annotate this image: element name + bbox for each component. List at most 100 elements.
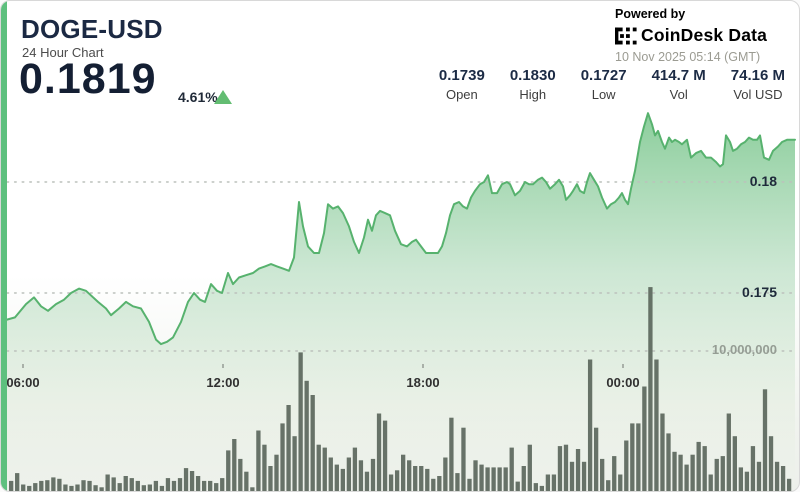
- volume-bar: [394, 470, 400, 491]
- up-arrow-icon: [214, 90, 232, 104]
- volume-bar: [630, 423, 635, 491]
- brand-name: CoinDesk Data: [641, 25, 768, 45]
- volume-bar: [587, 359, 593, 491]
- y-axis-label-018: 0.18: [749, 173, 777, 189]
- volume-bar: [177, 478, 183, 491]
- volume-bar: [153, 480, 159, 491]
- volume-bar: [654, 359, 659, 491]
- volume-bar: [310, 395, 315, 491]
- volume-bar: [563, 444, 569, 491]
- volume-bar: [509, 447, 514, 491]
- volume-bar: [195, 476, 201, 491]
- volume-bar: [382, 420, 388, 491]
- volume-bar: [256, 430, 261, 491]
- volume-bar: [358, 460, 364, 491]
- volume-bar: [708, 474, 713, 491]
- volume-bar: [575, 449, 581, 491]
- volume-bar: [473, 460, 478, 491]
- volume-bar: [165, 478, 171, 491]
- volume-bar: [39, 480, 44, 491]
- volume-bar: [756, 461, 762, 491]
- volume-bar: [738, 467, 744, 491]
- volume-bar: [750, 446, 756, 491]
- stats-row: 0.1739 Open 0.1830 High 0.1727 Low 414.7…: [439, 67, 785, 102]
- volume-bar: [147, 484, 153, 491]
- volume-bar: [455, 473, 460, 491]
- volume-bar: [612, 456, 617, 491]
- coindesk-logo-icon: [615, 27, 637, 44]
- volume-bar: [467, 478, 472, 491]
- volume-bar: [636, 423, 641, 491]
- volume-bar: [226, 450, 231, 491]
- volume-bar: [624, 440, 629, 491]
- volume-bar: [533, 483, 538, 491]
- gridlines: [6, 181, 796, 352]
- stat-low-value: 0.1727: [580, 67, 627, 84]
- volume-bar: [322, 447, 327, 491]
- volume-bar: [401, 454, 406, 491]
- x-axis-label-1800: 18:00: [406, 375, 440, 390]
- volume-bar: [105, 474, 110, 491]
- volume-bar: [690, 454, 695, 491]
- volume-bar: [714, 458, 719, 491]
- volume-bar: [557, 446, 563, 491]
- current-price: 0.1819: [19, 55, 157, 103]
- volume-bar: [334, 464, 339, 491]
- volume-bar: [660, 413, 665, 491]
- volume-bar: [437, 476, 442, 491]
- powered-by-block: Powered by CoinDesk Data 10 Nov 2025 05:…: [615, 7, 781, 64]
- stat-open-label: Open: [445, 87, 478, 102]
- volume-bar: [250, 487, 255, 491]
- volume-bar: [9, 480, 14, 491]
- volume-bar: [262, 444, 267, 491]
- x-axis-label-1200: 12:00: [206, 375, 240, 390]
- volume-bar: [214, 483, 219, 491]
- volume-bar: [744, 471, 750, 491]
- x-axis-ticks: [22, 364, 624, 368]
- volume-bar: [208, 480, 213, 491]
- volume-bar: [135, 480, 140, 491]
- volume-bar: [726, 413, 731, 491]
- stat-low-label: Low: [591, 87, 616, 102]
- volume-bar: [286, 405, 291, 491]
- stat-low: 0.1727 Low: [581, 67, 627, 102]
- volume-bar: [515, 481, 520, 491]
- volume-bar: [189, 471, 195, 491]
- volume-bar: [413, 466, 418, 491]
- accent-stripe: [1, 1, 7, 491]
- volume-bar: [87, 480, 92, 491]
- volume-bar: [666, 433, 671, 491]
- price-line: [6, 112, 796, 346]
- volume-bar: [786, 478, 792, 491]
- volume-bar: [15, 473, 20, 491]
- volume-bar: [593, 427, 599, 491]
- volume-bar: [443, 457, 448, 491]
- volume-bar: [298, 352, 303, 491]
- volume-bar: [551, 474, 557, 491]
- stat-vol-usd-label: Vol USD: [733, 87, 783, 102]
- price-area-fill: [7, 113, 795, 491]
- x-axis-label-0600: 06:00: [6, 375, 40, 390]
- volume-bar: [569, 461, 575, 491]
- price-change-percent: 4.61%: [178, 89, 218, 105]
- volume-bar: [527, 444, 532, 491]
- volume-bar: [780, 466, 786, 491]
- volume-bar: [702, 446, 707, 491]
- volume-bar: [27, 485, 32, 491]
- volume-bar: [678, 454, 683, 491]
- volume-bar: [600, 458, 605, 491]
- volume-bar: [545, 474, 551, 491]
- volume-bar: [171, 480, 177, 491]
- volume-bar: [99, 487, 104, 491]
- stat-high-value: 0.1830: [509, 67, 556, 84]
- volume-bar: [328, 457, 333, 491]
- volume-bar: [696, 441, 701, 491]
- volume-bar: [606, 480, 611, 491]
- brand-row[interactable]: CoinDesk Data: [615, 25, 781, 46]
- volume-bar: [129, 478, 134, 491]
- volume-bar: [419, 466, 424, 491]
- volume-bar: [642, 386, 647, 491]
- volume-bar: [117, 483, 122, 491]
- powered-by-label: Powered by: [615, 7, 686, 21]
